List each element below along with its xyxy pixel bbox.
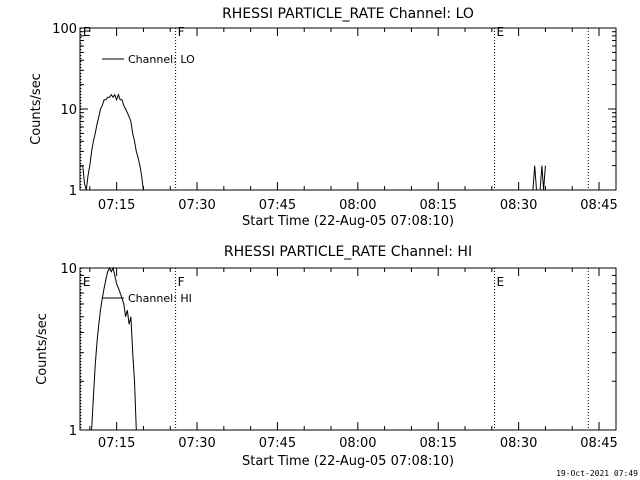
y-axis-label: Counts/sec <box>29 73 44 145</box>
legend-label: Channel: LO <box>128 53 195 66</box>
event-marker-label: E <box>83 275 91 289</box>
y-tick-label: 100 <box>52 22 77 37</box>
y-tick-label: 10 <box>60 103 77 118</box>
chart-title: RHESSI PARTICLE_RATE Channel: LO <box>222 6 474 22</box>
x-tick-label: 07:30 <box>178 436 215 451</box>
x-tick-label: 07:15 <box>98 198 135 213</box>
x-tick-label: 08:00 <box>339 198 376 213</box>
x-tick-label: 08:15 <box>419 198 456 213</box>
x-tick-label: 07:15 <box>98 436 135 451</box>
series-line <box>532 165 546 191</box>
y-tick-label: 1 <box>69 184 77 199</box>
event-marker-label: E <box>497 25 505 39</box>
y-tick-label: 1 <box>69 424 77 439</box>
x-tick-label: 07:45 <box>259 436 296 451</box>
chart-panel-hi: RHESSI PARTICLE_RATE Channel: HI Start Ti… <box>35 244 618 469</box>
series-line <box>91 266 137 431</box>
event-marker-label: F <box>178 25 185 39</box>
series-line <box>82 93 144 191</box>
x-tick-label: 07:45 <box>259 198 296 213</box>
x-tick-label: 07:30 <box>178 198 215 213</box>
generated-timestamp: 19-Oct-2021 07:49 <box>556 469 638 478</box>
y-axis-label: Counts/sec <box>35 313 50 385</box>
event-marker-label: F <box>178 275 185 289</box>
x-tick-label: 08:30 <box>500 198 537 213</box>
chart-panel-lo: RHESSI PARTICLE_RATE Channel: LO Start Ti… <box>29 6 618 229</box>
x-axis-label: Start Time (22-Aug-05 07:08:10) <box>242 454 454 469</box>
x-tick-label: 08:15 <box>419 436 456 451</box>
x-tick-label: 08:45 <box>580 436 617 451</box>
legend-label: Channel: HI <box>128 292 192 305</box>
chart-title: RHESSI PARTICLE_RATE Channel: HI <box>224 244 472 260</box>
y-tick-label: 10 <box>60 262 77 277</box>
x-axis-label: Start Time (22-Aug-05 07:08:10) <box>242 214 454 229</box>
plot-frame <box>79 267 617 431</box>
x-tick-label: 08:30 <box>500 436 537 451</box>
x-tick-label: 08:45 <box>580 198 617 213</box>
x-tick-label: 08:00 <box>339 436 376 451</box>
event-marker-label: E <box>497 275 505 289</box>
event-marker-label: E <box>83 25 91 39</box>
